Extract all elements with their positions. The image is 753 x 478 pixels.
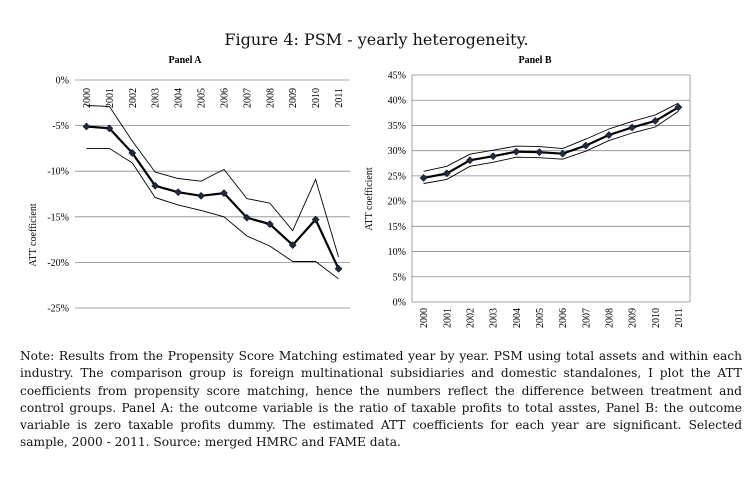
x-tick-label: 2008 <box>265 88 276 108</box>
series-line-estimate <box>423 106 679 179</box>
y-tick-label: -5% <box>52 121 69 132</box>
x-tick-label: 2010 <box>311 88 322 108</box>
panel-a-chart: Panel A ATT coefficient 0% -5% -10% -15% -20… <box>28 55 350 315</box>
x-tick-label: 2002 <box>128 88 139 108</box>
data-point <box>82 122 91 131</box>
data-point <box>265 220 274 229</box>
series-line-upper <box>423 102 679 172</box>
x-tick-label: 2006 <box>558 308 569 328</box>
series-line-estimate <box>86 125 340 270</box>
y-tick-label: -15% <box>47 212 69 223</box>
x-tick-label: 2011 <box>674 308 685 328</box>
x-tick-label: 2006 <box>219 88 230 108</box>
data-point <box>419 173 428 182</box>
y-tick-label: 0% <box>56 76 69 87</box>
y-tick-label: 5% <box>393 272 406 283</box>
panel-a-ylabel: ATT coefficient <box>28 203 39 266</box>
y-tick-label: -20% <box>47 258 69 269</box>
data-point <box>489 152 498 161</box>
x-tick-label: 2003 <box>489 308 500 328</box>
x-tick-label: 2008 <box>604 308 615 328</box>
data-point <box>174 188 183 197</box>
x-tick-label: 2011 <box>334 88 345 108</box>
series-line-lower <box>86 147 339 280</box>
x-tick-label: 2002 <box>465 308 476 328</box>
x-tick-label: 2005 <box>535 308 546 328</box>
data-point <box>334 264 343 273</box>
y-tick-label: 45% <box>388 71 406 82</box>
figure-title: Figure 4: PSM - yearly heterogeneity. <box>224 30 529 49</box>
data-point <box>242 213 251 222</box>
panel-a-title: Panel A <box>168 55 202 66</box>
y-tick-label: 0% <box>393 298 406 309</box>
data-point <box>558 149 567 158</box>
data-point <box>151 181 160 190</box>
y-tick-label: 10% <box>388 247 406 258</box>
x-tick-label: 2000 <box>82 88 93 108</box>
x-tick-label: 2009 <box>628 308 639 328</box>
y-tick-label: 40% <box>388 96 406 107</box>
data-point <box>128 149 137 157</box>
series-line-upper <box>86 105 339 258</box>
data-point <box>512 147 521 156</box>
y-tick-label: 30% <box>388 146 406 157</box>
data-point <box>220 189 228 198</box>
y-tick-label: 20% <box>388 197 406 208</box>
data-point <box>581 141 590 150</box>
data-point <box>674 103 683 112</box>
data-point <box>311 215 320 224</box>
y-tick-label: -10% <box>47 167 69 178</box>
data-point <box>651 116 660 125</box>
data-point <box>604 131 613 139</box>
figure-note: Note: Results from the Propensity Score … <box>20 349 742 450</box>
data-point <box>197 191 205 200</box>
x-tick-label: 2010 <box>651 308 662 328</box>
x-tick-label: 2000 <box>419 308 430 328</box>
x-tick-label: 2001 <box>442 308 453 328</box>
data-point <box>535 148 544 157</box>
y-tick-label: 25% <box>388 171 406 182</box>
data-point <box>288 241 297 250</box>
y-tick-label: -25% <box>47 304 69 315</box>
panel-b-chart: Panel B ATT coefficient 0% 5% 10% 15% 20% 25%… <box>364 55 691 328</box>
x-tick-label: 2001 <box>105 88 116 108</box>
x-tick-label: 2005 <box>197 88 208 108</box>
data-point <box>465 156 474 165</box>
x-tick-label: 2003 <box>151 88 162 108</box>
series-line-lower <box>423 110 679 184</box>
x-tick-label: 2004 <box>174 88 185 108</box>
panel-b-ylabel: ATT coefficient <box>364 167 375 230</box>
data-point <box>628 123 637 132</box>
x-tick-label: 2007 <box>581 308 592 328</box>
x-tick-label: 2009 <box>288 88 299 108</box>
x-tick-label: 2004 <box>512 308 523 328</box>
y-tick-label: 35% <box>388 121 406 132</box>
data-point <box>442 169 451 178</box>
x-tick-label: 2007 <box>242 88 253 108</box>
y-tick-label: 15% <box>388 222 406 233</box>
data-point <box>105 124 114 133</box>
panel-b-title: Panel B <box>518 55 551 66</box>
